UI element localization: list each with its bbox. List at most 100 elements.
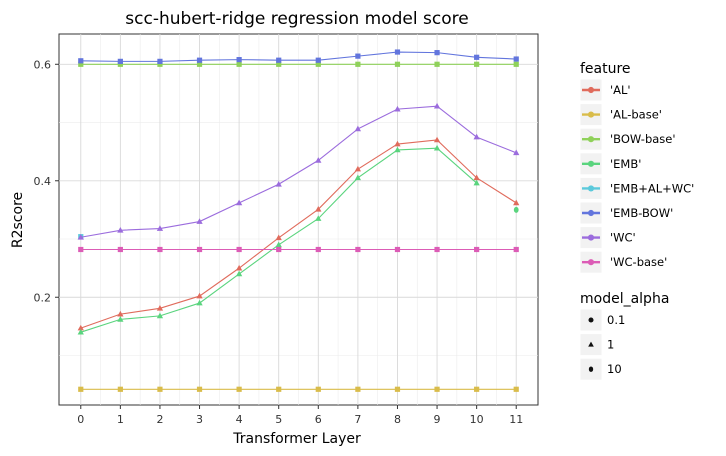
x-tick-label: 11 [509, 413, 523, 426]
data-point-al [473, 174, 480, 181]
data-point-wc-base [434, 246, 440, 253]
data-point-al-base [513, 386, 519, 392]
data-point-bow-base [276, 61, 282, 67]
x-tick-label: 2 [156, 413, 163, 426]
data-point-wc [77, 233, 84, 240]
data-point-emb [235, 270, 243, 277]
series-line-wc [80, 105, 517, 238]
chart-title: scc-hubert-ridge regression model score [125, 9, 468, 29]
data-point-al [513, 199, 520, 206]
data-point-emb [117, 316, 124, 322]
data-point-al [156, 305, 164, 311]
data-point-al [433, 136, 441, 143]
data-point-emb-bow [78, 58, 84, 64]
data-point-al-base [196, 386, 203, 392]
alpha-legend-title: model_alpha [580, 291, 669, 307]
data-point-emb [77, 328, 84, 335]
data-point-al [354, 165, 362, 172]
data-point-wc-base [117, 246, 123, 253]
x-tick-label: 1 [117, 413, 124, 426]
data-point-al [275, 234, 282, 241]
x-axis-ticks: 0 1 2 3 4 5 6 7 8 9 10 11 [77, 405, 523, 426]
data-point-al-base [157, 386, 163, 392]
x-tick-label: 8 [394, 413, 401, 426]
series-line-al [80, 139, 517, 329]
legend-entry-emb-al-wc: 'EMB+AL+WC' [579, 176, 694, 200]
data-point-al-base [236, 386, 242, 392]
legend-label: 'EMB+AL+WC' [610, 181, 694, 195]
data-point-wc [117, 226, 124, 233]
series-wc [77, 102, 520, 240]
legend-entry-al: 'AL' [579, 78, 631, 102]
alpha-legend-entry: 10 [579, 357, 622, 381]
series-line-emb-bow [80, 51, 517, 62]
data-point-wc [394, 105, 401, 112]
data-point-al [315, 206, 322, 212]
series-al-base [78, 386, 519, 392]
legend-key-marker [587, 234, 595, 241]
x-axis-title: Transformer Layer [232, 431, 361, 447]
x-tick-label: 7 [354, 413, 361, 426]
data-point-al-base [315, 386, 321, 392]
data-point-wc [315, 157, 322, 163]
legend-label: 'BOW-base' [610, 132, 676, 146]
data-point-bow-base [117, 61, 123, 67]
series-al [77, 136, 520, 331]
data-point-al [77, 324, 84, 331]
y-tick-label: 0.6 [34, 58, 52, 71]
legend-label: 'WC' [610, 231, 636, 245]
legend-entry-emb: 'EMB' [579, 152, 641, 176]
data-point-bow-base [394, 61, 401, 67]
data-point-bow-base [513, 61, 519, 67]
data-point-emb [473, 179, 480, 186]
data-point-emb-bow [434, 50, 440, 56]
legend-label: 'WC-base' [610, 255, 667, 269]
data-point-emb [275, 241, 282, 248]
data-point-al [196, 292, 203, 299]
alpha-legend-label: 0.1 [607, 313, 625, 327]
data-point-wc [156, 225, 164, 231]
legend-entry-al-base: 'AL-base' [579, 103, 662, 127]
data-point-bow-base [315, 61, 321, 67]
legend-entry-emb-bow: 'EMB-BOW' [579, 201, 673, 225]
series-emb [77, 144, 519, 335]
data-point-wc-base [196, 246, 203, 253]
x-tick-label: 5 [275, 413, 282, 426]
x-tick-label: 10 [470, 413, 484, 426]
legend-entry-wc-base: 'WC-base' [579, 250, 667, 274]
legend-key-marker [587, 111, 595, 118]
data-point-wc-base [236, 246, 242, 253]
data-point-bow-base [196, 61, 203, 67]
legend-key-marker [587, 136, 595, 143]
data-point-al [235, 264, 243, 271]
data-point-wc-base [315, 246, 321, 253]
plot-panel [58, 33, 539, 406]
data-point-emb-bow [196, 57, 203, 63]
data-point-emb [394, 146, 401, 153]
legend: feature 'AL' 'AL-base' 'BOW-base' 'EMB' 'EMB… [579, 61, 694, 381]
data-point-wc [235, 199, 243, 206]
data-point-wc [433, 102, 441, 109]
x-tick-label: 4 [236, 413, 243, 426]
legend-label: 'AL-base' [610, 108, 662, 122]
x-tick-label: 3 [196, 413, 203, 426]
data-point-wc [513, 149, 520, 156]
data-point-emb [354, 174, 362, 181]
data-point-al [394, 140, 401, 147]
legend-key-marker [587, 86, 595, 94]
data-point-emb-bow [117, 58, 123, 64]
series-bow-base [78, 61, 519, 67]
data-point-emb [513, 206, 519, 213]
legend-key-marker [587, 160, 595, 167]
data-point-emb-bow [276, 57, 282, 63]
legend-key-marker [587, 209, 595, 217]
data-point-wc [473, 133, 480, 140]
data-point-emb [315, 215, 322, 221]
feature-legend-entries: 'AL' 'AL-base' 'BOW-base' 'EMB' 'EMB+AL+WC' '… [579, 78, 694, 274]
data-point-al-base [276, 386, 282, 392]
data-point-bow-base [236, 61, 242, 67]
data-point-emb [156, 312, 164, 319]
data-point-wc [196, 218, 203, 224]
data-point-wc-base [394, 246, 401, 253]
